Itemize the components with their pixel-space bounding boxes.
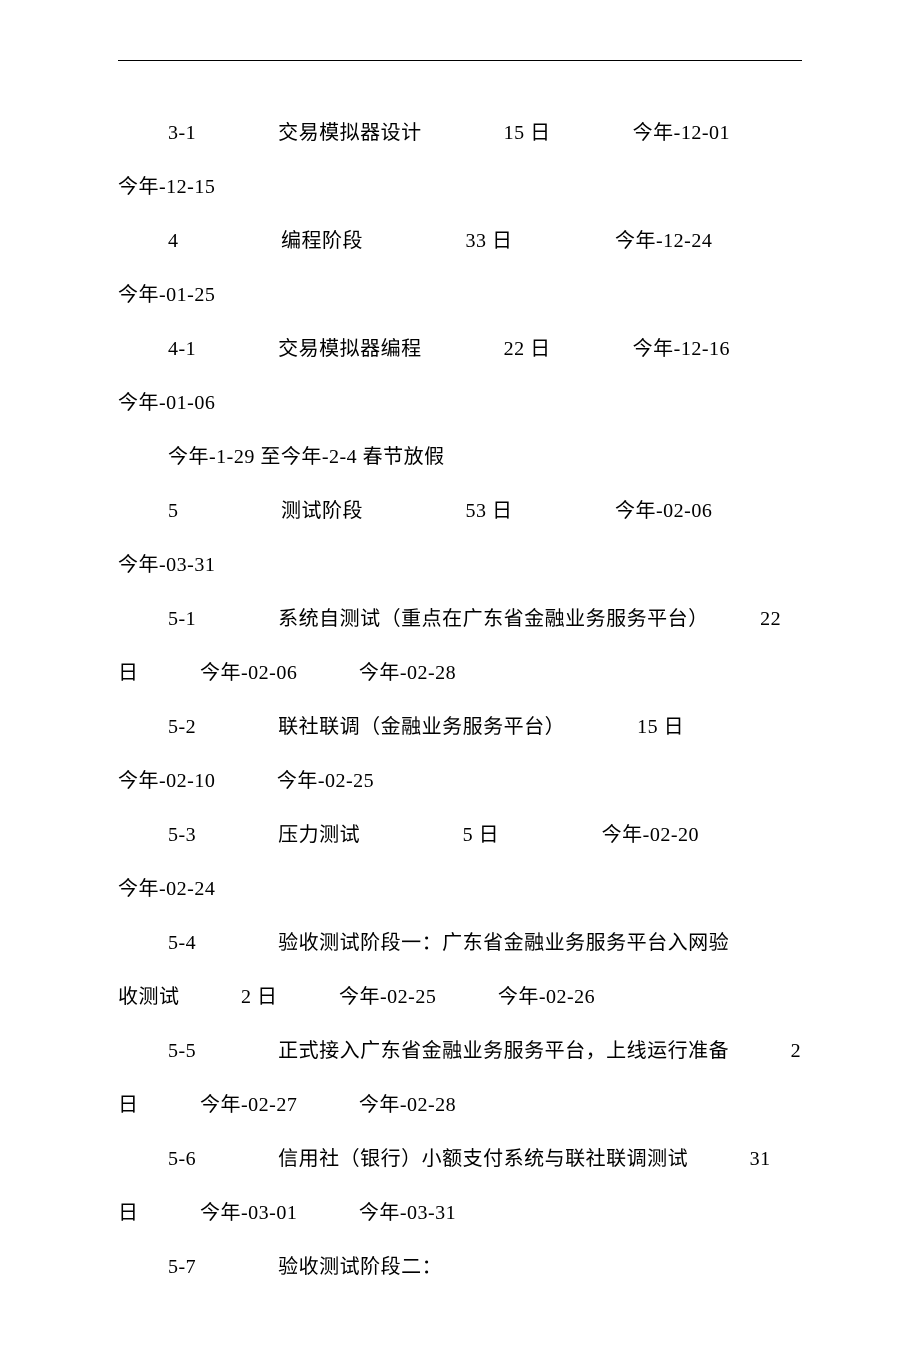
row-4-line2: 今年-01-25 [118,268,802,322]
row-5-1-line2: 日 今年-02-06 今年-02-28 [118,646,802,700]
page-container: 3-1 交易模拟器设计 15 日 今年-12-01 今年-12-15 4 编程阶… [0,0,920,1354]
row-5-3-line1: 5-3 压力测试 5 日 今年-02-20 [118,808,802,862]
header-rule [118,60,802,61]
row-5-6-line1: 5-6 信用社（银行）小额支付系统与联社联调测试 31 [118,1132,802,1186]
row-5-4-line1: 5-4 验收测试阶段一：广东省金融业务服务平台入网验 [118,916,802,970]
row-5-5-line1: 5-5 正式接入广东省金融业务服务平台，上线运行准备 2 [118,1024,802,1078]
row-5-2-line1: 5-2 联社联调（金融业务服务平台） 15 日 [118,700,802,754]
row-5-1-line1: 5-1 系统自测试（重点在广东省金融业务服务平台） 22 [118,592,802,646]
row-3-1-line1: 3-1 交易模拟器设计 15 日 今年-12-01 [118,106,802,160]
row-5-7-line1: 5-7 验收测试阶段二： [118,1240,802,1294]
row-4-line1: 4 编程阶段 33 日 今年-12-24 [118,214,802,268]
row-5-5-line2: 日 今年-02-27 今年-02-28 [118,1078,802,1132]
row-5-line2: 今年-03-31 [118,538,802,592]
row-5-2-line2: 今年-02-10 今年-02-25 [118,754,802,808]
holiday-note: 今年-1-29 至今年-2-4 春节放假 [118,430,802,484]
row-5-3-line2: 今年-02-24 [118,862,802,916]
row-5-4-line2: 收测试 2 日 今年-02-25 今年-02-26 [118,970,802,1024]
row-5-line1: 5 测试阶段 53 日 今年-02-06 [118,484,802,538]
row-5-6-line2: 日 今年-03-01 今年-03-31 [118,1186,802,1240]
row-3-1-line2: 今年-12-15 [118,160,802,214]
row-4-1-line2: 今年-01-06 [118,376,802,430]
row-4-1-line1: 4-1 交易模拟器编程 22 日 今年-12-16 [118,322,802,376]
